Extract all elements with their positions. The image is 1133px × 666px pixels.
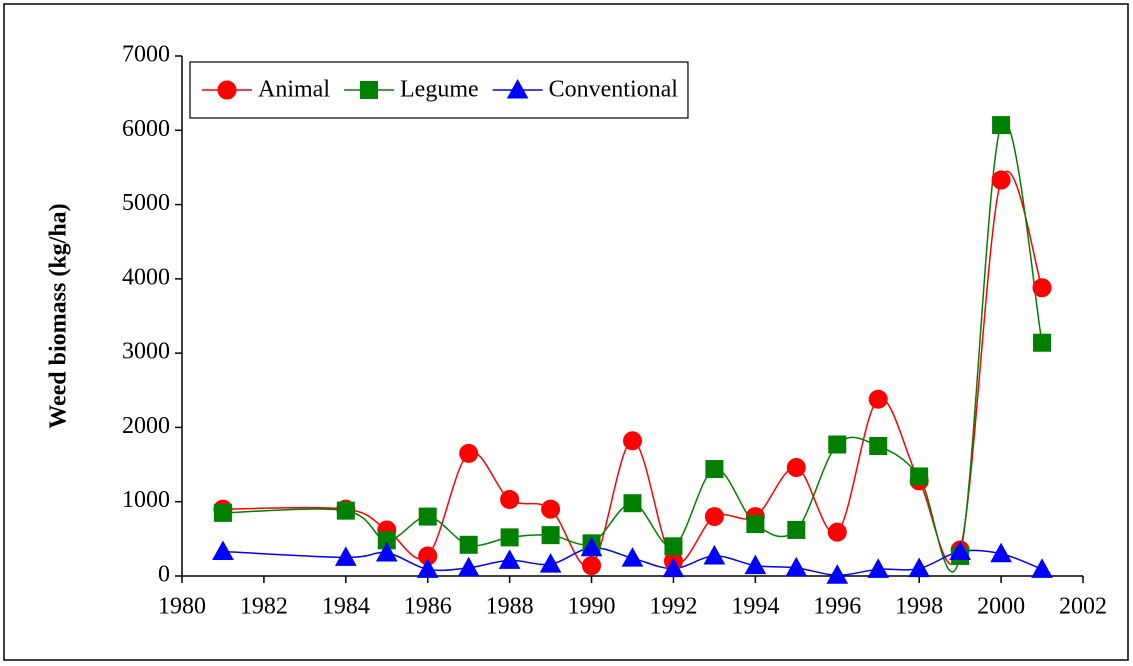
x-tick-label: 1994: [731, 594, 779, 620]
data-point: [869, 437, 888, 455]
x-tick-label: 1990: [568, 594, 616, 620]
x-tick-label: 2002: [1059, 594, 1107, 620]
data-point: [416, 558, 439, 578]
y-tick-label: 3000: [122, 339, 170, 365]
data-point: [580, 536, 603, 557]
legend-marker: [506, 78, 529, 99]
legend-label: Animal: [258, 77, 330, 103]
data-point: [212, 540, 234, 560]
y-tick-label: 2000: [122, 413, 170, 439]
x-tick-label: 1998: [895, 594, 943, 620]
legend-marker: [360, 81, 378, 99]
data-point: [1031, 558, 1053, 578]
x-tick-label: 1996: [813, 594, 861, 620]
legend-label: Conventional: [549, 77, 679, 103]
data-point: [541, 499, 561, 519]
data-point: [375, 541, 398, 562]
y-tick-label: 7000: [122, 42, 170, 68]
data-point: [868, 389, 888, 409]
x-tick-label: 2000: [977, 594, 1025, 620]
legend-marker: [217, 80, 237, 100]
data-point: [705, 460, 724, 479]
data-point: [539, 553, 562, 573]
data-point: [991, 170, 1011, 190]
data-point: [990, 542, 1012, 563]
x-tick-label: 1986: [404, 594, 452, 620]
data-point: [826, 564, 849, 584]
data-point: [744, 554, 767, 575]
data-point: [787, 520, 806, 539]
data-point: [621, 547, 644, 567]
data-point: [992, 116, 1011, 135]
x-tick-label: 1980: [158, 594, 206, 620]
data-point: [910, 467, 929, 486]
data-point: [457, 556, 480, 577]
data-point: [786, 458, 806, 478]
data-point: [459, 535, 478, 554]
data-point: [213, 503, 232, 522]
data-point: [949, 540, 971, 560]
data-point: [828, 435, 847, 454]
data-point: [785, 556, 808, 577]
data-point: [582, 556, 602, 576]
x-tick-label: 1988: [486, 594, 534, 620]
y-tick-label: 4000: [122, 264, 170, 290]
legend-label: Legume: [400, 77, 479, 103]
data-point: [1032, 278, 1052, 298]
data-point: [541, 526, 560, 545]
x-tick-label: 1982: [240, 594, 288, 620]
data-point: [908, 557, 931, 578]
data-point: [827, 522, 847, 542]
data-point: [459, 443, 479, 463]
y-tick-label: 6000: [122, 116, 170, 142]
data-point: [336, 501, 355, 520]
x-tick-label: 1984: [322, 594, 370, 620]
legend-box: [189, 61, 689, 119]
data-point: [703, 544, 726, 565]
y-tick-label: 5000: [122, 190, 170, 216]
data-point: [662, 557, 685, 578]
data-point: [867, 558, 890, 578]
data-point: [1033, 333, 1052, 352]
data-point: [500, 489, 520, 509]
data-point: [664, 537, 683, 556]
data-point: [746, 515, 765, 533]
data-point: [623, 431, 642, 451]
data-point: [334, 546, 357, 566]
data-point: [498, 549, 521, 569]
data-point: [623, 494, 642, 513]
y-axis-label: Weed biomass (kg/ha): [46, 203, 72, 428]
data-point: [500, 528, 519, 547]
y-tick-label: 0: [158, 562, 170, 588]
x-tick-label: 1992: [649, 594, 697, 620]
data-point: [418, 507, 437, 526]
y-tick-label: 1000: [122, 487, 170, 513]
data-point: [704, 507, 724, 527]
